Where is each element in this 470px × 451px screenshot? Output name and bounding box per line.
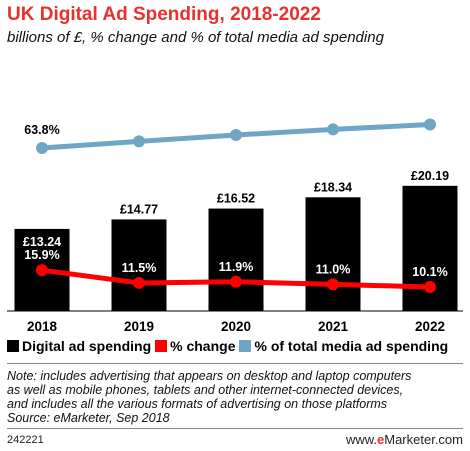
bar-value-label: £16.52: [217, 192, 255, 206]
bar-value-label: £20.19: [411, 169, 449, 183]
point-percent-change: [230, 275, 242, 288]
chart-title: UK Digital Ad Spending, 2018-2022: [7, 4, 321, 25]
share-value-label: 66.4%: [121, 152, 156, 166]
bar-value-label: £18.34: [314, 180, 352, 194]
chart-note: Note: includes advertising that appears …: [7, 369, 467, 425]
point-percent-of-total: [327, 123, 339, 136]
share-value-label: 68.9%: [218, 146, 253, 160]
point-percent-of-total: [133, 135, 145, 148]
x-tick-label: 2021: [318, 319, 349, 334]
footer-divider: [7, 428, 463, 429]
bar: [111, 219, 167, 311]
brand-highlight: e: [377, 432, 385, 447]
bar-value-label: £14.77: [120, 202, 158, 216]
chart-plot: £13.24 £14.77 £16.52 £18.34 £20.19 63.8% 66.4%…: [7, 118, 463, 334]
lines-layer: [36, 118, 436, 293]
x-tick-labels: 2018 2019 2020 2021 2022: [27, 319, 445, 334]
legend-label: % of total media ad spending: [254, 338, 449, 354]
brand-suffix: Marketer.com: [384, 432, 463, 447]
note-line: Note: includes advertising that appears …: [7, 369, 412, 383]
bar: [208, 208, 264, 311]
share-value-label: 63.8%: [24, 123, 59, 137]
change-value-label: 11.5%: [122, 261, 157, 275]
share-value-label: 73.0%: [412, 136, 447, 150]
chart-id: 242221: [7, 434, 44, 446]
legend-item-digital-ad-spending: Digital ad spending: [7, 338, 151, 354]
legend-item-percent-change: % change: [155, 338, 235, 354]
source-line: Source: eMarketer, Sep 2018: [7, 411, 170, 425]
change-value-label: 11.9%: [219, 260, 254, 274]
point-percent-change: [424, 281, 436, 293]
point-percent-of-total: [36, 142, 48, 154]
note-divider: [7, 363, 463, 364]
x-tick-label: 2022: [415, 319, 445, 334]
point-percent-change: [327, 278, 339, 291]
legend-swatch-black: [7, 340, 19, 352]
x-tick-label: 2018: [27, 319, 58, 334]
point-percent-of-total: [230, 128, 242, 141]
brand-url[interactable]: www.eMarketer.com: [346, 432, 463, 447]
point-percent-of-total: [424, 118, 436, 131]
change-value-label: 11.0%: [316, 262, 351, 276]
legend-label: % change: [170, 338, 236, 354]
note-line: and includes all the various formats of …: [7, 397, 388, 411]
legend: Digital ad spending % change % of total …: [7, 338, 467, 354]
chart-subtitle: billions of £, % change and % of total m…: [7, 29, 384, 46]
bar-value-label: £13.24: [23, 235, 61, 249]
point-percent-change: [133, 276, 145, 289]
legend-swatch-blue: [239, 340, 252, 352]
point-percent-change: [36, 264, 48, 277]
bars-layer: [14, 185, 458, 311]
bar: [305, 197, 361, 311]
x-tick-label: 2019: [124, 319, 154, 334]
legend-label: Digital ad spending: [22, 338, 152, 354]
x-tick-label: 2020: [221, 319, 251, 334]
labels-layer: £13.24 £14.77 £16.52 £18.34 £20.19 63.8% 66.4%…: [23, 123, 449, 279]
note-line: as well as mobile phones, tablets and ot…: [7, 383, 404, 397]
brand-prefix: www.: [345, 432, 378, 447]
change-value-label: 10.1%: [412, 265, 447, 279]
legend-item-percent-of-total: % of total media ad spending: [239, 338, 448, 354]
change-value-label: 15.9%: [24, 248, 59, 262]
legend-swatch-red: [155, 340, 168, 352]
share-value-label: 71.1%: [315, 140, 350, 154]
